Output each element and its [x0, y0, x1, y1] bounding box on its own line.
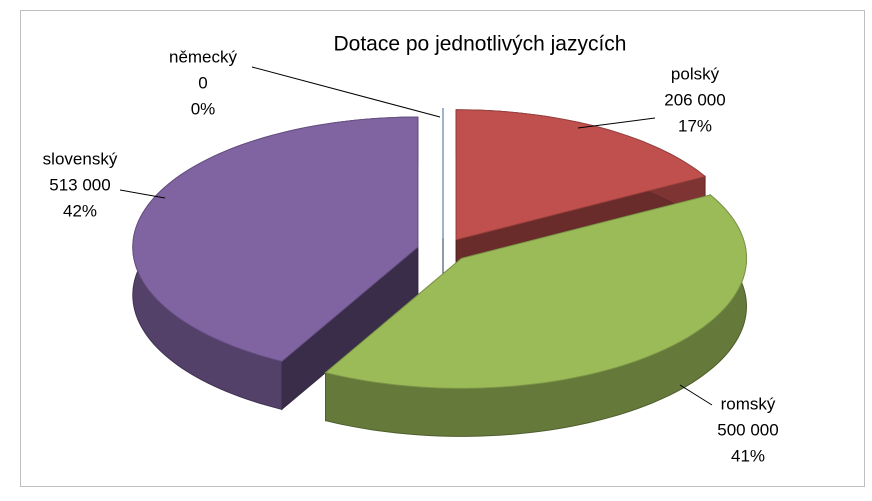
- percent-label: 42%: [63, 201, 97, 220]
- leader-line: [577, 117, 656, 129]
- chart-frame: [20, 10, 865, 487]
- leader-line: [679, 384, 713, 406]
- category-label: německý: [169, 47, 238, 66]
- leader-line: [251, 66, 441, 118]
- chart-title: Dotace po jednotlivých jazycích: [334, 33, 627, 56]
- value-label: 0: [198, 73, 207, 92]
- slice: [324, 193, 747, 437]
- slice: [132, 116, 419, 411]
- pie: [132, 108, 747, 437]
- category-label: romský: [721, 394, 776, 413]
- category-label: slovenský: [43, 149, 118, 168]
- value-label: 206 000: [664, 90, 725, 109]
- slice-top: [324, 194, 747, 389]
- slice-top: [455, 109, 707, 241]
- category-label: polský: [671, 64, 720, 83]
- percent-label: 41%: [731, 446, 765, 465]
- value-label: 500 000: [717, 420, 778, 439]
- percent-label: 0%: [191, 99, 216, 118]
- slice-top: [132, 116, 419, 362]
- data-labels: polský 206 000 17% romský 500 000 41% slovensk…: [43, 47, 779, 465]
- leader-line: [119, 189, 166, 199]
- value-label: 513 000: [49, 175, 110, 194]
- percent-label: 17%: [678, 116, 712, 135]
